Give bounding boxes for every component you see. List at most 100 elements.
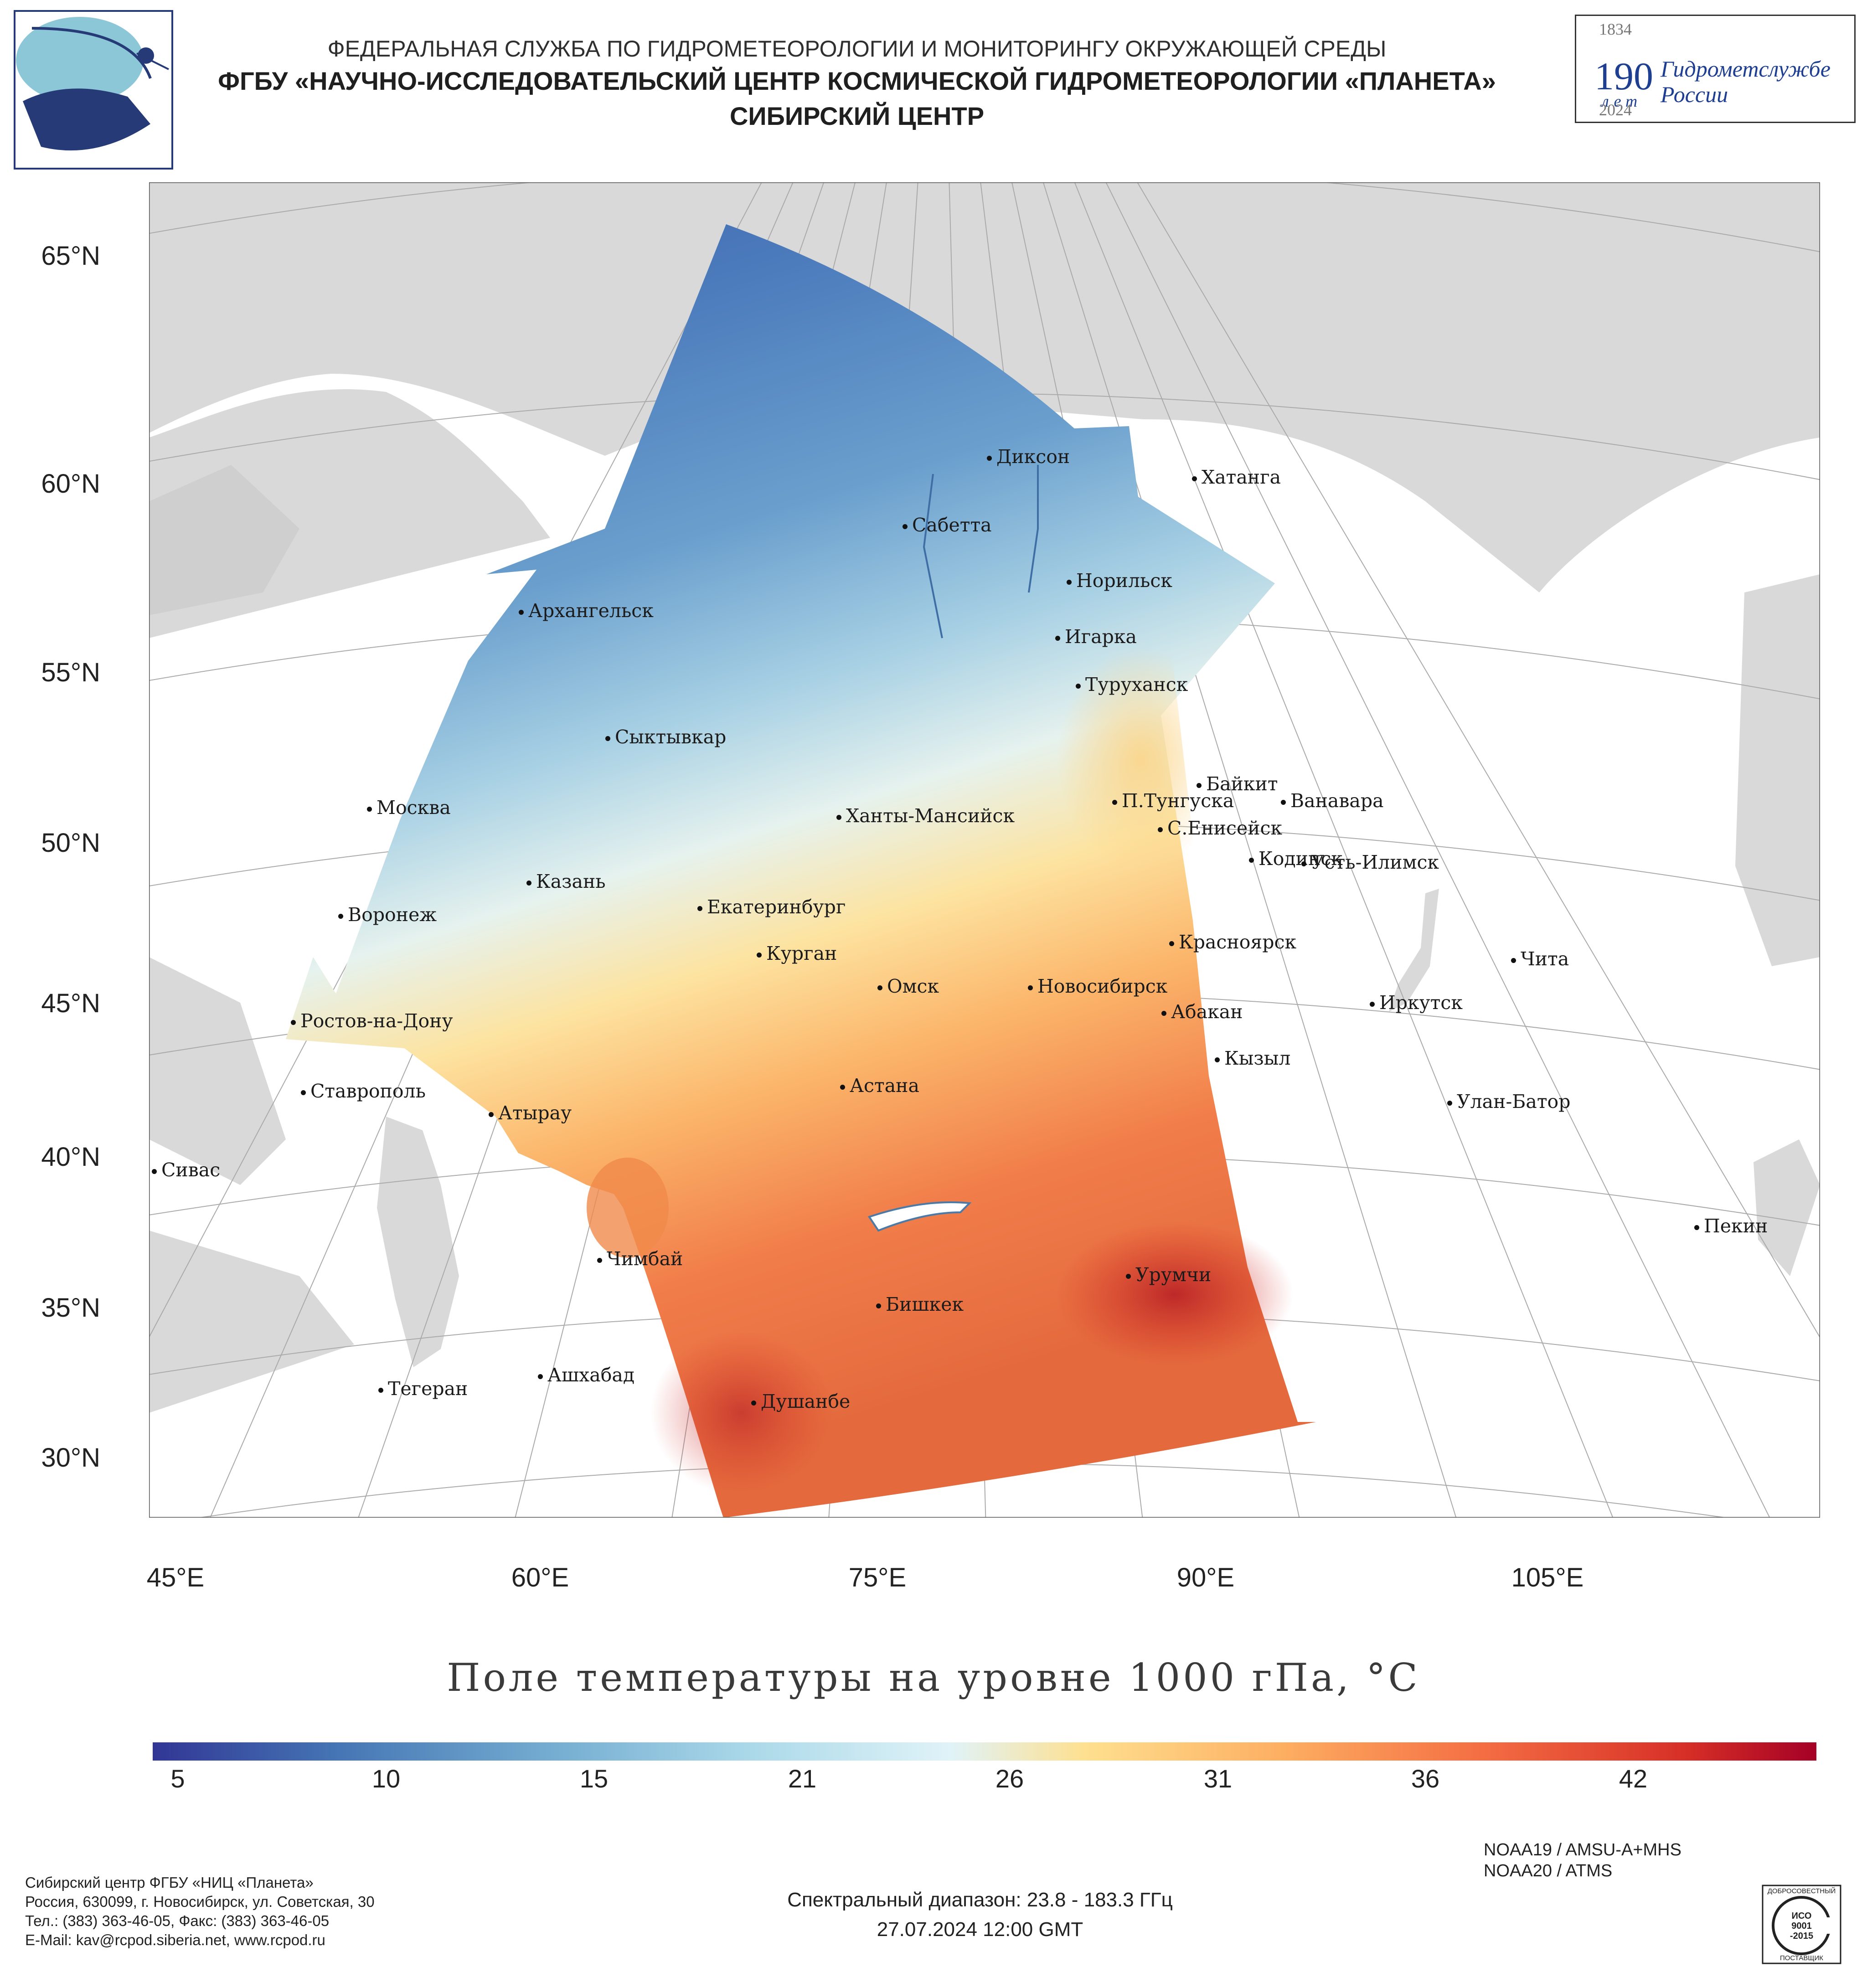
- city-marker: [1112, 800, 1117, 805]
- city-label: Атырау: [498, 1102, 572, 1124]
- city-label: Иркутск: [1379, 992, 1463, 1014]
- lon-label-105: 105°E: [1511, 1563, 1584, 1592]
- city-stavropol: Ставрополь: [301, 1081, 426, 1101]
- header-center: СИБИРСКИЙ ЦЕНТР: [729, 102, 985, 130]
- black-sea: [149, 1048, 254, 1130]
- city-label: Воронеж: [348, 904, 437, 926]
- iso-mid3: -2015: [1790, 1931, 1814, 1941]
- city-label: Улан-Батор: [1457, 1091, 1571, 1112]
- footer-contacts: Сибирский центр ФГБУ «НИЦ «Планета» Росс…: [25, 1873, 375, 1950]
- city-marker: [1694, 1225, 1699, 1230]
- city-marker: [840, 1085, 845, 1090]
- lake-balkhash: [867, 1201, 972, 1232]
- caspian-sea: [377, 1117, 459, 1367]
- city-urumqi: Урумчи: [1126, 1265, 1211, 1285]
- city-label: Душанбе: [761, 1391, 851, 1412]
- city-marker: [836, 815, 841, 820]
- city-label: Ванавара: [1290, 790, 1384, 812]
- city-label: П.Тунгуска: [1122, 790, 1234, 812]
- anniversary-logo: 1834 190 лет Гидрометслужбе России 2024: [1575, 15, 1856, 123]
- city-marker: [1215, 1057, 1220, 1062]
- lake-baikal: [1389, 889, 1439, 1012]
- city-ulan-bator: Улан-Батор: [1447, 1092, 1570, 1112]
- city-voronezh: Воронеж: [338, 905, 437, 925]
- city-norilsk: Норильск: [1067, 571, 1172, 591]
- colorbar-tick-21: 21: [788, 1764, 817, 1793]
- lon-label-45: 45°E: [146, 1563, 205, 1592]
- city-atyrau: Атырау: [489, 1103, 572, 1123]
- land-scandinavia: [149, 465, 299, 615]
- city-label: Чита: [1521, 948, 1569, 970]
- city-sivas: Сивас: [152, 1160, 220, 1180]
- city-label: Усть-Илимск: [1311, 851, 1439, 873]
- city-marker: [1161, 1011, 1166, 1016]
- lat-label-60: 60°N: [41, 469, 100, 499]
- colorbar-tick-10: 10: [371, 1764, 401, 1793]
- city-moscow: Москва: [367, 798, 451, 818]
- city-label: Игарка: [1065, 626, 1137, 648]
- city-syktyvkar: Сыктывкар: [605, 727, 726, 747]
- anniversary-name-line1: Гидрометслужбе: [1661, 56, 1831, 82]
- city-marker: [1169, 941, 1174, 946]
- city-krasnoyarsk: Красноярск: [1169, 932, 1296, 952]
- city-marker: [1055, 636, 1060, 641]
- city-turukhansk: Туруханск: [1076, 675, 1188, 695]
- colorbar-tick-31: 31: [1203, 1764, 1233, 1793]
- footer-satellites: NOAA19 / AMSU-A+MHS NOAA20 / ATMS: [1484, 1839, 1681, 1881]
- city-label: Архангельск: [528, 600, 654, 622]
- city-p-tunguska: П.Тунгуска: [1112, 791, 1234, 811]
- anniversary-name-line2: России: [1661, 82, 1728, 107]
- city-label: Курган: [766, 942, 837, 964]
- city-label: Пекин: [1704, 1215, 1768, 1237]
- city-marker: [1067, 580, 1072, 585]
- iso-mid1: ИСО: [1791, 1911, 1812, 1921]
- city-tehran: Тегеран: [378, 1379, 468, 1399]
- lat-label-40: 40°N: [41, 1142, 100, 1172]
- city-label: Ашхабад: [547, 1364, 635, 1386]
- colorbar-tick-5: 5: [170, 1764, 185, 1793]
- anniversary-year-start: 1834: [1599, 20, 1632, 38]
- city-marker: [1158, 827, 1163, 832]
- land-east-asia: [1735, 574, 1820, 966]
- city-marker: [697, 906, 702, 911]
- city-label: Москва: [376, 797, 451, 819]
- city-marker: [597, 1258, 602, 1263]
- city-bishkek: Бишкек: [876, 1294, 964, 1314]
- city-kurgan: Курган: [757, 943, 837, 963]
- colorbar-tick-26: 26: [995, 1764, 1024, 1793]
- map-panel: [148, 181, 1821, 1519]
- city-igarka: Игарка: [1055, 627, 1137, 647]
- city-marker: [751, 1401, 756, 1406]
- footer-datetime: 27.07.2024 12:00 GMT: [877, 1918, 1083, 1941]
- city-ekaterinburg: Екатеринбург: [697, 897, 846, 917]
- planeta-logo: [14, 10, 173, 170]
- city-marker: [338, 914, 343, 919]
- footer-spectral: Спектральный диапазон: 23.8 - 183.3 ГГц: [787, 1889, 1173, 1911]
- city-marker: [1076, 684, 1081, 689]
- city-label: Байкит: [1206, 773, 1278, 795]
- city-dikson: Диксон: [987, 447, 1070, 467]
- city-label: Норильск: [1076, 570, 1172, 592]
- city-marker: [1192, 476, 1197, 481]
- city-abakan: Абакан: [1161, 1002, 1243, 1022]
- footer-email: E-Mail: kav@rcpod.siberia.net, www.rcpod…: [25, 1931, 325, 1948]
- lat-label-35: 35°N: [41, 1293, 100, 1323]
- land-korea: [1754, 1139, 1820, 1276]
- city-omsk: Омск: [877, 976, 939, 996]
- city-label: Ставрополь: [310, 1080, 426, 1102]
- city-label: Омск: [887, 975, 939, 997]
- city-marker: [152, 1169, 157, 1174]
- city-label: Абакан: [1171, 1001, 1243, 1023]
- iso-badge: ДОБРОСОВЕСТНЫЙ ИСО 9001 -2015 ПОСТАВЩИК: [1762, 1885, 1841, 1964]
- colorbar-tick-42: 42: [1619, 1764, 1648, 1793]
- iso-badge-graphic: [1762, 1885, 1841, 1964]
- city-label: Ханты-Мансийск: [846, 805, 1015, 827]
- lat-label-45: 45°N: [41, 989, 100, 1018]
- footer-org: Сибирский центр ФГБУ «НИЦ «Планета»: [25, 1874, 314, 1891]
- city-marker: [1370, 1002, 1375, 1007]
- city-astana: Астана: [840, 1076, 919, 1096]
- city-s-eniseysk: С.Енисейск: [1158, 818, 1282, 838]
- city-label: Туруханск: [1085, 674, 1188, 695]
- city-marker: [1447, 1101, 1452, 1106]
- city-dushanbe: Душанбе: [751, 1391, 850, 1411]
